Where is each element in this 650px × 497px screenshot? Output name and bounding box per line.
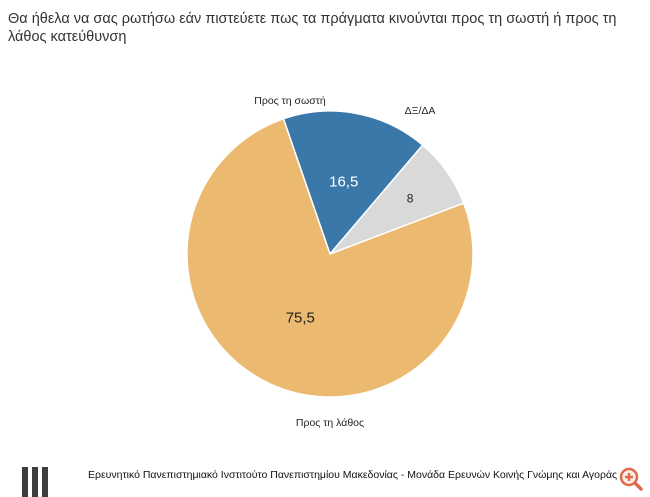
slice-value-label: 75,5 — [286, 309, 315, 326]
footer: Ερευνητικό Πανεπιστημιακό Ινστιτούτο Παν… — [0, 458, 650, 497]
slice-value-label: 16,5 — [329, 173, 358, 190]
zoom-in-icon[interactable] — [618, 466, 644, 492]
university-bars-logo — [22, 464, 50, 497]
chart-title: Θα ήθελα να σας ρωτήσω εάν πιστεύετε πως… — [8, 11, 617, 45]
slice-category-label: ΔΞ/ΔΑ — [405, 105, 436, 117]
slice-category-label: Προς τη σωστή — [254, 95, 326, 107]
footer-source: Ερευνητικό Πανεπιστημιακό Ινστιτούτο Παν… — [88, 469, 618, 481]
slice-value-label: 8 — [407, 192, 414, 206]
pie-slice-3 — [186, 117, 474, 398]
slice-category-label: Προς τη λάθος — [296, 417, 364, 429]
